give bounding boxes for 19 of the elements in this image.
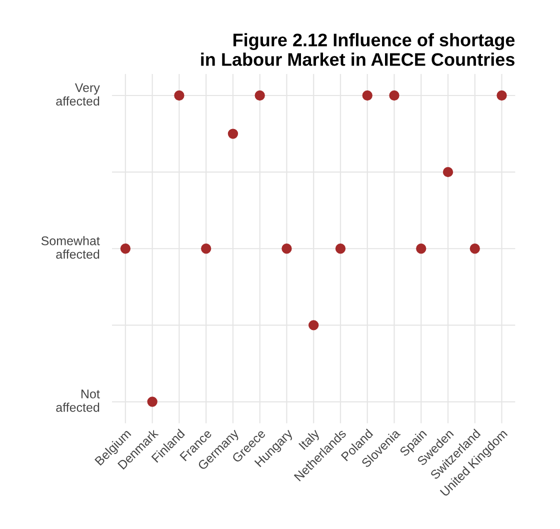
point	[389, 90, 400, 101]
point	[120, 244, 131, 254]
point	[308, 320, 319, 330]
point	[228, 128, 238, 139]
point	[470, 244, 480, 254]
point	[362, 90, 372, 101]
point	[200, 244, 212, 254]
point	[282, 244, 292, 254]
point	[335, 244, 346, 254]
point	[254, 90, 265, 101]
point	[147, 396, 158, 407]
text: Not affected	[56, 390, 100, 412]
text: Somewhat affected	[41, 236, 100, 259]
point	[416, 244, 426, 254]
point	[496, 90, 507, 101]
point	[174, 90, 184, 101]
text: Very affected	[56, 83, 100, 106]
point	[442, 166, 454, 178]
chart-title: Figure 2.12 Influence of shortage in Labour Market in AIECE Countries	[201, 33, 515, 66]
